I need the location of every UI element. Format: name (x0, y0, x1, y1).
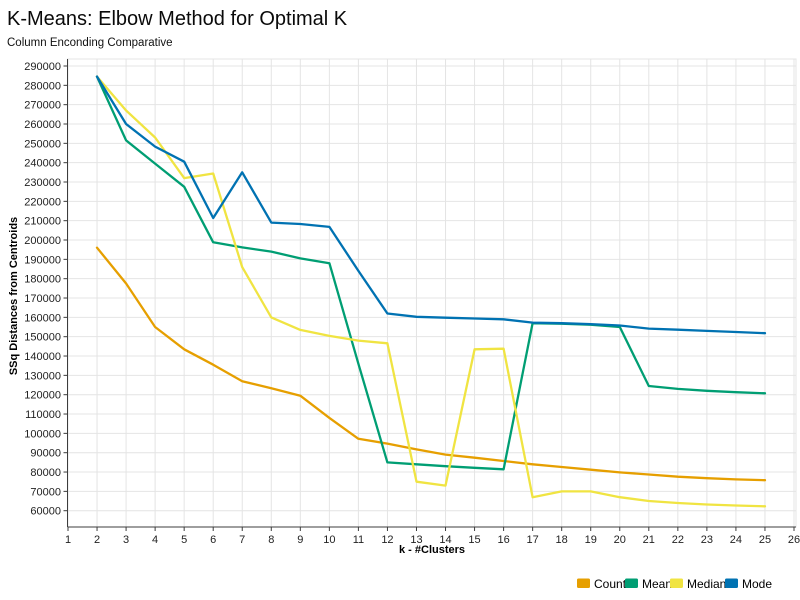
svg-text:110000: 110000 (25, 409, 61, 421)
svg-text:130000: 130000 (24, 370, 61, 382)
page-subtitle: Column Enconding Comparative (7, 37, 173, 49)
legend-label-count: Count (594, 577, 627, 591)
svg-text:14: 14 (439, 534, 451, 546)
svg-text:240000: 240000 (24, 158, 61, 170)
svg-text:250000: 250000 (24, 138, 61, 150)
svg-text:270000: 270000 (24, 100, 61, 112)
svg-text:11: 11 (353, 534, 364, 546)
svg-text:25: 25 (759, 534, 771, 546)
svg-text:7: 7 (239, 534, 245, 546)
plot-area: 6000070000800009000010000011000012000013… (24, 58, 800, 546)
svg-text:17: 17 (527, 534, 539, 546)
svg-text:80000: 80000 (30, 467, 61, 479)
legend-swatch-median (670, 578, 683, 588)
svg-text:260000: 260000 (24, 119, 61, 131)
svg-text:140000: 140000 (24, 351, 61, 363)
y-axis-label: SSq Distances from Centroids (8, 217, 20, 375)
y-tick-labels: 60000 70000 80000 90000 100000 110000 120000 13… (24, 61, 68, 518)
svg-text:210000: 210000 (24, 216, 61, 228)
legend-item-median: Median (670, 577, 726, 591)
legend-label-mean: Mean (642, 577, 672, 591)
legend-item-count: Count (577, 577, 627, 591)
svg-text:26: 26 (788, 534, 800, 546)
svg-text:10: 10 (323, 534, 335, 546)
svg-text:60000: 60000 (30, 506, 61, 518)
svg-text:5: 5 (181, 534, 187, 546)
series-line-mode (95, 75, 767, 335)
svg-text:19: 19 (585, 534, 597, 546)
svg-text:18: 18 (556, 534, 568, 546)
svg-text:200000: 200000 (24, 235, 61, 247)
legend-swatch-mean (625, 578, 638, 588)
svg-text:4: 4 (152, 534, 158, 546)
svg-text:2: 2 (94, 534, 100, 546)
x-axis-label: k - #Clusters (399, 544, 465, 556)
svg-text:12: 12 (381, 534, 393, 546)
svg-text:24: 24 (730, 534, 742, 546)
svg-text:6: 6 (210, 534, 216, 546)
legend: Count Mean Median Mode (577, 577, 772, 591)
svg-text:180000: 180000 (24, 274, 61, 286)
svg-text:280000: 280000 (24, 80, 61, 92)
svg-text:100000: 100000 (24, 428, 61, 440)
svg-text:23: 23 (701, 534, 713, 546)
svg-text:21: 21 (643, 534, 655, 546)
svg-text:20: 20 (614, 534, 626, 546)
legend-item-mean: Mean (625, 577, 672, 591)
x-tick-labels: 1 2 3 4 5 6 7 8 9 10 11 12 13 14 15 16 17 18 19 20 21 22 23 24 2… (65, 527, 800, 546)
svg-text:16: 16 (497, 534, 509, 546)
svg-text:290000: 290000 (24, 61, 61, 73)
svg-text:220000: 220000 (24, 196, 61, 208)
series-line-median (95, 75, 767, 508)
panel-border (67, 58, 797, 528)
svg-text:70000: 70000 (30, 486, 61, 498)
page-title: K-Means: Elbow Method for Optimal K (7, 8, 348, 30)
svg-text:230000: 230000 (24, 177, 61, 189)
legend-label-median: Median (687, 577, 726, 591)
y-grid (67, 65, 796, 512)
x-grid (67, 59, 795, 527)
svg-text:90000: 90000 (30, 448, 61, 460)
series-line-mean (95, 75, 767, 471)
svg-text:22: 22 (672, 534, 684, 546)
legend-swatch-count (577, 578, 590, 588)
svg-text:150000: 150000 (24, 332, 61, 344)
series-line-count (95, 246, 767, 482)
svg-text:120000: 120000 (24, 390, 61, 402)
svg-text:9: 9 (297, 534, 303, 546)
svg-text:160000: 160000 (24, 312, 61, 324)
svg-text:190000: 190000 (24, 254, 61, 266)
legend-item-mode: Mode (725, 577, 772, 591)
svg-text:1: 1 (65, 534, 71, 546)
svg-text:15: 15 (468, 534, 480, 546)
svg-text:170000: 170000 (24, 293, 61, 305)
legend-swatch-mode (725, 578, 738, 588)
svg-text:3: 3 (123, 534, 129, 546)
svg-text:13: 13 (410, 534, 422, 546)
legend-label-mode: Mode (742, 577, 772, 591)
svg-text:8: 8 (268, 534, 274, 546)
